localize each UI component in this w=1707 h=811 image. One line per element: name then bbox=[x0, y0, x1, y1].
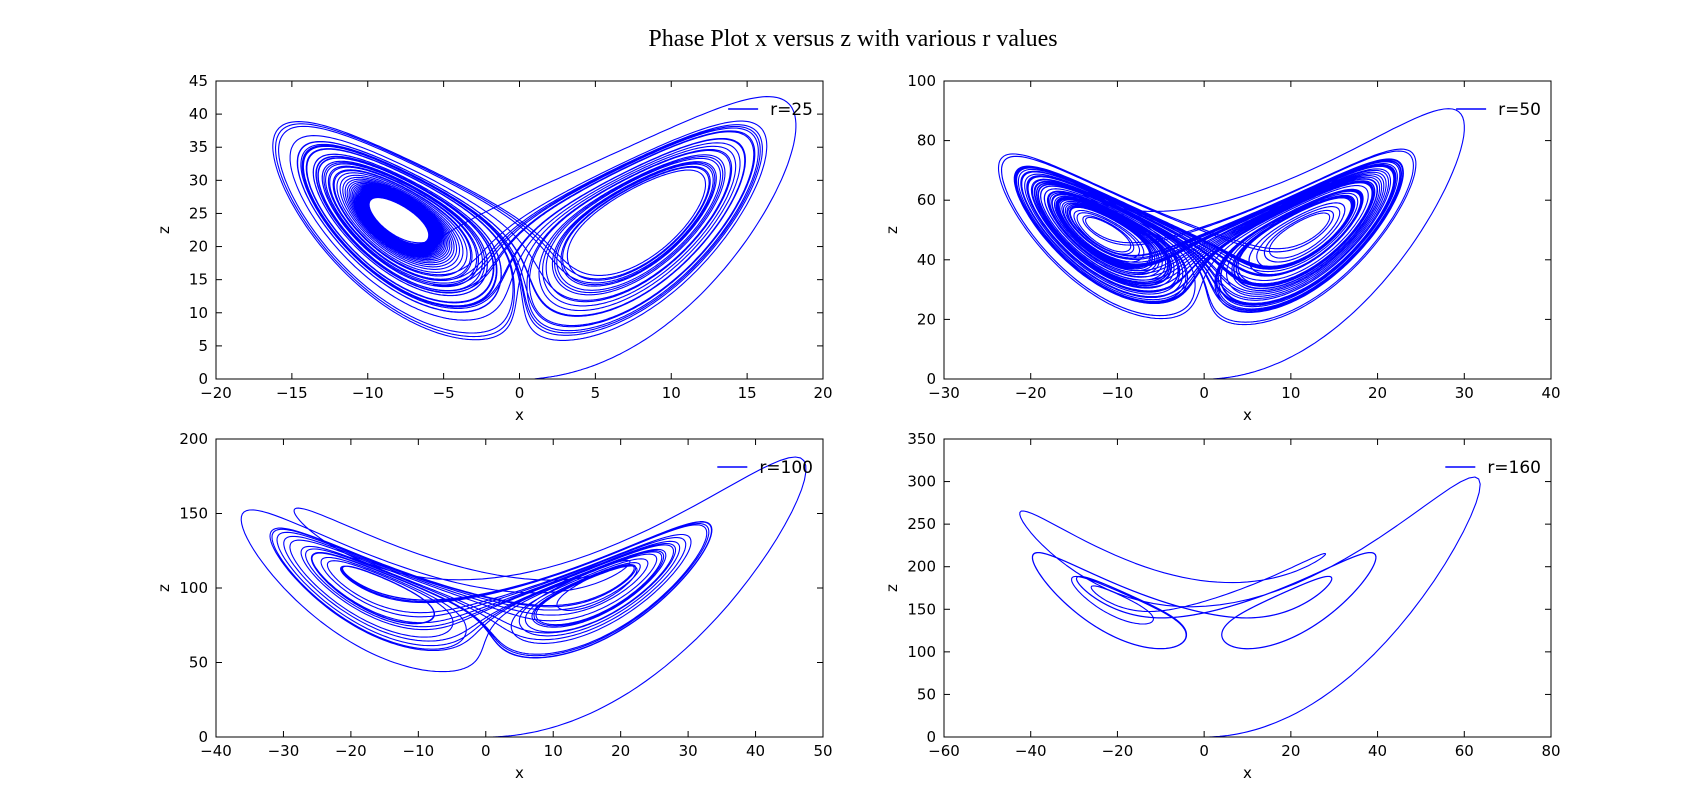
y-tick-label: 150 bbox=[179, 505, 208, 523]
x-tick-label: −20 bbox=[1102, 742, 1134, 760]
subplot-3: −40 −30 −20 −10 0 10 20 30 40 50 0 50 100 150 200 x z r=1… bbox=[155, 430, 833, 782]
x-tick-label: 60 bbox=[1455, 742, 1474, 760]
x-axis-label: x bbox=[515, 406, 524, 424]
y-tick-label: 200 bbox=[907, 558, 936, 576]
y-axis-label: z bbox=[883, 584, 901, 592]
y-tick-label: 10 bbox=[189, 304, 208, 322]
x-tick-label: 10 bbox=[662, 384, 681, 402]
y-axis-label: z bbox=[155, 584, 173, 592]
y-tick-label: 5 bbox=[198, 337, 208, 355]
x-tick-label: 20 bbox=[1281, 742, 1300, 760]
subplot-1: −20 −15 −10 −5 0 5 10 15 20 0 5 10 15 20 25 30 35 40 45 x z r… bbox=[155, 72, 833, 424]
y-tick-label: 0 bbox=[198, 370, 208, 388]
x-tick-label: 10 bbox=[544, 742, 563, 760]
y-tick-label: 0 bbox=[926, 370, 936, 388]
x-tick-label: −60 bbox=[928, 742, 960, 760]
x-tick-label: 0 bbox=[481, 742, 491, 760]
x-tick-label: 0 bbox=[1199, 384, 1209, 402]
x-tick-label: −40 bbox=[1015, 742, 1047, 760]
x-tick-label: 20 bbox=[1368, 384, 1387, 402]
x-tick-label: 20 bbox=[611, 742, 630, 760]
x-axis-label: x bbox=[1243, 406, 1252, 424]
series-line-r-25 bbox=[272, 96, 797, 379]
x-tick-label: −30 bbox=[928, 384, 960, 402]
x-tick-label: 0 bbox=[1199, 742, 1209, 760]
series-line-r-100 bbox=[240, 456, 807, 737]
x-tick-label: 0 bbox=[515, 384, 525, 402]
x-tick-label: 15 bbox=[738, 384, 757, 402]
y-tick-label: 45 bbox=[189, 72, 208, 90]
x-tick-label: 50 bbox=[813, 742, 832, 760]
x-tick-label: −15 bbox=[276, 384, 308, 402]
x-tick-label: 20 bbox=[813, 384, 832, 402]
subplot-2: −30 −20 −10 0 10 20 30 40 0 20 40 60 80 100 x z r=50 bbox=[883, 72, 1561, 424]
x-tick-label: 40 bbox=[1368, 742, 1387, 760]
y-tick-label: 50 bbox=[917, 685, 936, 703]
y-tick-label: 100 bbox=[907, 643, 936, 661]
y-tick-label: 350 bbox=[907, 430, 936, 448]
y-tick-label: 30 bbox=[189, 171, 208, 189]
y-tick-label: 40 bbox=[189, 105, 208, 123]
x-tick-label: 40 bbox=[746, 742, 765, 760]
y-tick-label: 20 bbox=[917, 310, 936, 328]
y-tick-label: 40 bbox=[917, 251, 936, 269]
y-tick-label: 0 bbox=[926, 728, 936, 746]
axes-frame bbox=[943, 438, 1552, 738]
y-tick-label: 15 bbox=[189, 271, 208, 289]
legend-label: r=50 bbox=[1498, 100, 1541, 120]
y-axis-label: z bbox=[883, 226, 901, 234]
y-tick-label: 20 bbox=[189, 238, 208, 256]
legend: r=25 bbox=[728, 100, 813, 120]
axes-frame bbox=[943, 80, 1552, 380]
legend-label: r=25 bbox=[770, 100, 813, 120]
x-tick-label: 40 bbox=[1541, 384, 1560, 402]
y-tick-label: 25 bbox=[189, 204, 208, 222]
x-tick-label: −10 bbox=[352, 384, 384, 402]
y-tick-label: 300 bbox=[907, 473, 936, 491]
x-tick-label: −30 bbox=[268, 742, 300, 760]
y-tick-label: 150 bbox=[907, 600, 936, 618]
x-tick-label: −20 bbox=[1015, 384, 1047, 402]
legend: r=100 bbox=[717, 458, 813, 478]
legend-label: r=160 bbox=[1487, 458, 1541, 478]
x-tick-label: −40 bbox=[200, 742, 232, 760]
y-axis-label: z bbox=[155, 226, 173, 234]
subplot-4: −60 −40 −20 0 20 40 60 80 0 50 100 150 200 250 300 350 x… bbox=[883, 430, 1561, 782]
series-line-r-160 bbox=[1019, 476, 1481, 737]
series-line-r-50 bbox=[997, 108, 1465, 379]
x-tick-label: 80 bbox=[1541, 742, 1560, 760]
x-tick-label: −10 bbox=[1102, 384, 1134, 402]
subplots-grid: −20 −15 −10 −5 0 5 10 15 20051015202530354045xzr… bbox=[155, 72, 1561, 782]
axes-frame bbox=[215, 438, 824, 738]
y-tick-label: 80 bbox=[917, 132, 936, 150]
x-axis-label: x bbox=[515, 764, 524, 782]
legend-label: r=100 bbox=[759, 458, 813, 478]
x-tick-label: 5 bbox=[591, 384, 601, 402]
y-tick-label: 200 bbox=[179, 430, 208, 448]
y-tick-label: 50 bbox=[189, 654, 208, 672]
legend: r=50 bbox=[1456, 100, 1541, 120]
figure-title: Phase Plot x versus z with various r val… bbox=[648, 26, 1057, 52]
x-axis-label: x bbox=[1243, 764, 1252, 782]
y-tick-label: 250 bbox=[907, 515, 936, 533]
x-tick-label: −20 bbox=[200, 384, 232, 402]
x-tick-label: −10 bbox=[403, 742, 435, 760]
x-tick-label: 10 bbox=[1281, 384, 1300, 402]
axes-frame bbox=[215, 80, 824, 380]
y-tick-label: 100 bbox=[907, 72, 936, 90]
y-tick-label: 0 bbox=[198, 728, 208, 746]
y-tick-label: 35 bbox=[189, 138, 208, 156]
x-tick-label: 30 bbox=[1455, 384, 1474, 402]
legend: r=160 bbox=[1445, 458, 1541, 478]
y-tick-label: 100 bbox=[179, 579, 208, 597]
y-tick-label: 60 bbox=[917, 191, 936, 209]
x-tick-label: −20 bbox=[335, 742, 367, 760]
x-tick-label: −5 bbox=[433, 384, 455, 402]
x-tick-label: 30 bbox=[679, 742, 698, 760]
